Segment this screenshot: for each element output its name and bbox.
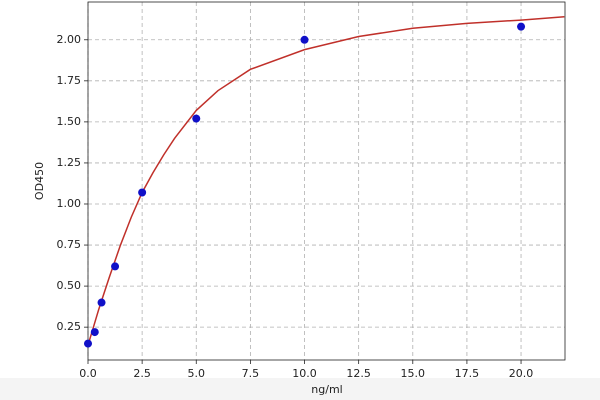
data-point: [192, 114, 201, 123]
footer-band: [0, 378, 600, 400]
data-point: [517, 22, 526, 31]
plot-area: [88, 2, 565, 360]
x-tick-label: 15.0: [401, 367, 426, 380]
x-tick-label: 10.0: [292, 367, 317, 380]
x-tick-label: 0.0: [79, 367, 97, 380]
y-axis-label: OD450: [33, 162, 46, 200]
data-point: [111, 262, 120, 271]
y-tick-label: 0.50: [57, 279, 82, 292]
y-tick-label: 1.00: [57, 197, 82, 210]
fit-curve: [87, 16, 565, 346]
data-point: [97, 298, 106, 307]
x-tick-label: 12.5: [346, 367, 371, 380]
x-tick-label: 17.5: [455, 367, 480, 380]
y-tick-label: 2.00: [57, 33, 82, 46]
y-tick-label: 1.50: [57, 115, 82, 128]
data-point: [84, 339, 92, 348]
data-point: [300, 35, 309, 44]
x-tick-label: 5.0: [188, 367, 206, 380]
plot-frame: [87, 1, 566, 361]
y-tick-label: 0.75: [57, 238, 82, 251]
data-point: [138, 188, 147, 197]
x-axis-label: ng/ml: [311, 383, 342, 396]
x-tick-label: 20.0: [509, 367, 534, 380]
y-tick-label: 1.25: [57, 156, 82, 169]
x-tick-label: 2.5: [133, 367, 151, 380]
data-point: [90, 328, 99, 337]
y-tick-label: 1.75: [57, 74, 82, 87]
y-tick-label: 0.25: [57, 320, 82, 333]
x-tick-label: 7.5: [242, 367, 260, 380]
